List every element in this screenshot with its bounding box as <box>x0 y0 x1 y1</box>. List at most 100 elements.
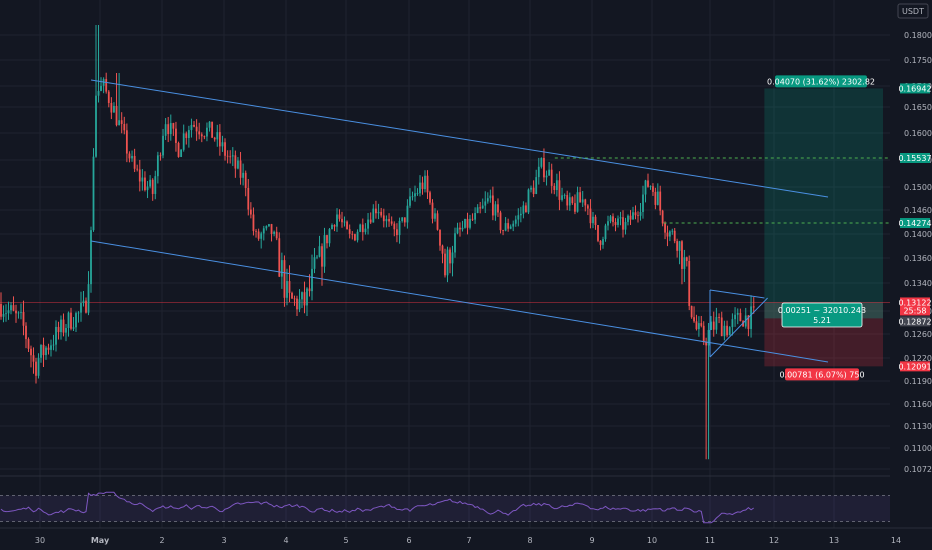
candle-body[interactable] <box>367 219 369 229</box>
candle-body[interactable] <box>30 348 32 356</box>
candle-body[interactable] <box>359 224 362 232</box>
candle-body[interactable] <box>138 169 141 182</box>
candle-body[interactable] <box>87 284 90 313</box>
candle-body[interactable] <box>125 130 128 154</box>
candle-body[interactable] <box>649 186 652 188</box>
candle-body[interactable] <box>700 323 703 326</box>
candle-body[interactable] <box>203 136 206 138</box>
candle-body[interactable] <box>356 231 359 241</box>
candle-body[interactable] <box>244 172 247 188</box>
candle-body[interactable] <box>617 218 619 225</box>
triangle-lower-line[interactable] <box>709 297 768 358</box>
candle-body[interactable] <box>55 326 57 345</box>
candle-body[interactable] <box>673 230 676 242</box>
candle-body[interactable] <box>323 235 326 267</box>
candle-body[interactable] <box>229 156 232 158</box>
candle-body[interactable] <box>401 217 404 221</box>
candle-body[interactable] <box>535 177 538 194</box>
candle-body[interactable] <box>326 235 328 244</box>
candle-body[interactable] <box>270 224 273 234</box>
candle-body[interactable] <box>333 224 336 227</box>
price-axis[interactable]: 0.180000.175000.170000.165000.160000.155… <box>890 0 932 528</box>
candle-body[interactable] <box>0 304 2 317</box>
candle-body[interactable] <box>262 228 265 234</box>
candle-body[interactable] <box>296 298 298 310</box>
candle-body[interactable] <box>291 292 293 299</box>
candle-body[interactable] <box>594 216 597 226</box>
candle-body[interactable] <box>318 246 321 257</box>
candle-body[interactable] <box>421 182 424 190</box>
candle-body[interactable] <box>406 205 409 223</box>
candle-body[interactable] <box>343 221 346 223</box>
candle-body[interactable] <box>57 326 60 333</box>
candle-body[interactable] <box>234 155 237 169</box>
candle-body[interactable] <box>348 229 351 234</box>
candle-body[interactable] <box>22 311 25 326</box>
candle-body[interactable] <box>167 124 170 135</box>
candle-body[interactable] <box>20 311 22 313</box>
candle-body[interactable] <box>581 199 584 203</box>
candle-body[interactable] <box>486 198 489 202</box>
candle-body[interactable] <box>286 281 288 298</box>
candle-body[interactable] <box>647 180 649 187</box>
candle-body[interactable] <box>200 134 203 137</box>
candle-body[interactable] <box>584 199 587 206</box>
candle-body[interactable] <box>275 231 278 239</box>
candle-body[interactable] <box>2 313 5 317</box>
candle-body[interactable] <box>372 208 375 223</box>
rsi-indicator-pane[interactable]: 80.0040.00 <box>0 475 932 524</box>
candle-body[interactable] <box>676 241 679 251</box>
candle-body[interactable] <box>154 176 157 194</box>
candle-body[interactable] <box>512 223 515 227</box>
candle-body[interactable] <box>426 175 429 193</box>
candle-body[interactable] <box>464 218 466 228</box>
candle-body[interactable] <box>693 317 695 322</box>
candle-body[interactable] <box>416 193 419 195</box>
candle-body[interactable] <box>280 260 283 277</box>
candle-body[interactable] <box>185 133 188 138</box>
candle-body[interactable] <box>723 325 726 337</box>
profit-zone-fill[interactable] <box>764 88 883 303</box>
candle-body[interactable] <box>313 257 316 269</box>
candle-body[interactable] <box>115 105 118 126</box>
candle-body[interactable] <box>502 230 504 231</box>
horizontal-level-lines[interactable] <box>554 157 890 224</box>
candle-body[interactable] <box>249 209 252 215</box>
candle-body[interactable] <box>705 342 708 346</box>
candle-body[interactable] <box>303 292 306 306</box>
candle-body[interactable] <box>671 230 674 232</box>
candle-body[interactable] <box>354 234 356 241</box>
time-axis[interactable]: 30 May 2 3 4 5 6 7 8 9 10 11 12 13 14 <box>0 527 932 550</box>
candle-body[interactable] <box>634 212 637 216</box>
candle-body[interactable] <box>113 105 115 113</box>
candle-body[interactable] <box>206 127 208 137</box>
candle-body[interactable] <box>612 216 614 223</box>
candle-body[interactable] <box>592 216 594 224</box>
candle-body[interactable] <box>193 124 195 127</box>
candle-body[interactable] <box>12 305 15 311</box>
candle-body[interactable] <box>627 215 629 222</box>
candle-body[interactable] <box>444 253 446 276</box>
candle-body[interactable] <box>504 223 507 231</box>
candle-body[interactable] <box>213 137 216 140</box>
candle-body[interactable] <box>739 312 742 322</box>
candle-body[interactable] <box>568 197 571 206</box>
candle-body[interactable] <box>403 217 406 223</box>
candle-body[interactable] <box>454 233 456 253</box>
candle-body[interactable] <box>414 193 416 197</box>
candle-body[interactable] <box>146 186 149 191</box>
candle-body[interactable] <box>579 192 582 203</box>
candle-body[interactable] <box>175 128 177 143</box>
candle-body[interactable] <box>451 252 454 264</box>
candle-body[interactable] <box>144 177 146 191</box>
candle-body[interactable] <box>390 221 393 224</box>
candle-body[interactable] <box>351 233 354 235</box>
candle-body[interactable] <box>619 217 622 219</box>
candle-body[interactable] <box>543 157 545 178</box>
candle-body[interactable] <box>107 91 110 103</box>
candle-body[interactable] <box>574 203 576 212</box>
candle-body[interactable] <box>656 191 659 205</box>
candle-body[interactable] <box>509 226 512 229</box>
candle-body[interactable] <box>566 195 569 206</box>
parallel-channel-drawing[interactable] <box>90 79 829 363</box>
